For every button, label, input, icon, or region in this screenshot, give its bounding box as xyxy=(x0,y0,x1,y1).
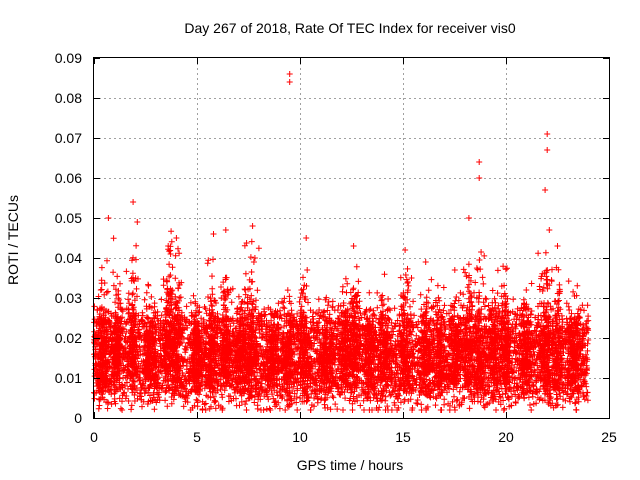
data-point xyxy=(401,398,408,405)
chart-title: Day 267 of 2018, Rate Of TEC Index for r… xyxy=(184,20,515,36)
data-point xyxy=(261,306,268,313)
data-point xyxy=(361,407,367,413)
data-point xyxy=(583,318,590,325)
data-point xyxy=(189,404,196,411)
data-point xyxy=(418,401,425,408)
data-point xyxy=(466,405,473,412)
data-point xyxy=(567,398,573,405)
data-point xyxy=(388,407,395,413)
data-point xyxy=(183,303,190,310)
data-point xyxy=(581,396,588,403)
data-point xyxy=(451,404,458,411)
data-point xyxy=(411,312,418,319)
data-point xyxy=(573,407,580,413)
data-point xyxy=(128,402,135,409)
data-point xyxy=(432,402,439,409)
data-point xyxy=(254,402,261,409)
data-point xyxy=(528,407,535,413)
data-point xyxy=(315,296,322,303)
data-point xyxy=(433,395,440,402)
data-point xyxy=(329,304,336,311)
data-point xyxy=(553,396,560,403)
data-point xyxy=(266,405,273,412)
data-point xyxy=(307,407,314,413)
data-point xyxy=(527,402,533,408)
data-point xyxy=(483,296,490,303)
data-point xyxy=(483,401,490,408)
data-point xyxy=(321,401,328,408)
data-point xyxy=(104,405,111,412)
data-point xyxy=(212,398,219,405)
data-point xyxy=(451,393,457,400)
data-point xyxy=(572,399,579,406)
data-point xyxy=(584,302,591,309)
data-point xyxy=(96,402,103,409)
data-point xyxy=(206,405,213,412)
data-point xyxy=(117,405,124,412)
data-point xyxy=(151,406,158,413)
data-point xyxy=(485,302,492,309)
data-point xyxy=(327,406,334,413)
data-point xyxy=(366,407,373,413)
data-point xyxy=(91,395,98,402)
data-point xyxy=(314,320,321,327)
data-point xyxy=(585,313,592,320)
data-point xyxy=(228,299,235,306)
data-point xyxy=(567,315,574,322)
data-point xyxy=(267,407,274,413)
data-point xyxy=(128,406,135,413)
data-point xyxy=(410,298,417,305)
data-point xyxy=(477,399,484,405)
data-point xyxy=(360,397,367,404)
data-point xyxy=(145,398,152,405)
data-point xyxy=(329,393,336,400)
data-point xyxy=(441,401,448,408)
data-point xyxy=(493,407,499,413)
data-point xyxy=(545,399,552,406)
data-point xyxy=(243,407,250,413)
data-point xyxy=(413,400,420,406)
data-point xyxy=(584,397,591,404)
data-point xyxy=(162,397,169,404)
data-point xyxy=(349,407,356,413)
data-point xyxy=(459,384,466,391)
data-point xyxy=(584,347,591,354)
data-point xyxy=(500,407,507,413)
data-point xyxy=(450,386,457,393)
data-point xyxy=(330,394,337,401)
data-point xyxy=(340,407,346,413)
data-point xyxy=(572,400,578,407)
data-point xyxy=(119,407,126,413)
data-point xyxy=(193,396,200,403)
data-point xyxy=(314,399,321,406)
data-point xyxy=(585,337,592,343)
data-point xyxy=(182,398,189,405)
data-point xyxy=(509,393,515,400)
data-point xyxy=(568,310,575,317)
data-point xyxy=(456,388,463,395)
data-point xyxy=(397,399,404,406)
data-point xyxy=(563,391,570,398)
data-point xyxy=(294,407,301,413)
data-point xyxy=(407,303,413,310)
data-point xyxy=(95,405,102,412)
data-point xyxy=(256,330,263,337)
data-point xyxy=(357,402,364,409)
data-points xyxy=(91,71,592,413)
data-point xyxy=(474,398,481,405)
data-point xyxy=(441,396,448,403)
data-point xyxy=(146,392,153,399)
data-point xyxy=(342,395,349,402)
data-point xyxy=(409,366,416,373)
